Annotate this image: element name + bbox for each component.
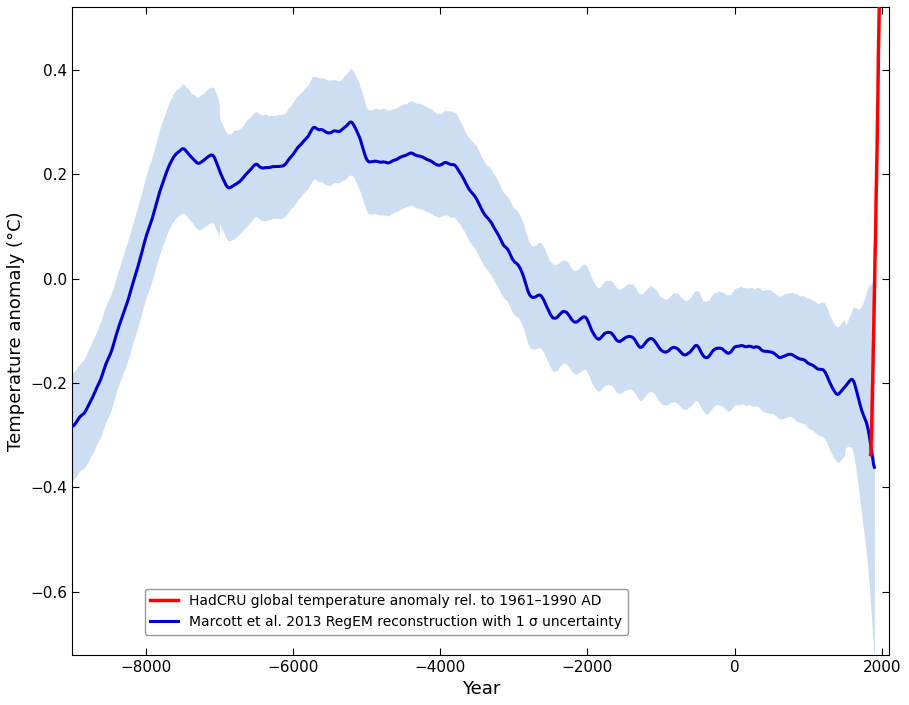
Marcott et al. 2013 RegEM reconstruction with 1 σ uncertainty (387, 157, 398, 165)
Marcott et al. 2013 RegEM reconstruction with 1 σ uncertainty (869, 463, 880, 472)
Marcott et al. 2013 RegEM reconstruction with 1 σ uncertainty (108, 341, 119, 350)
Marcott et al. 2013 RegEM reconstruction with 1 σ uncertainty (254, 161, 265, 170)
HadCRU global temperature anomaly rel. to 1961–1990 AD (867, 357, 878, 366)
Marcott et al. 2013 RegEM reconstruction with 1 σ uncertainty (85, 398, 95, 406)
Marcott et al. 2013 RegEM reconstruction with 1 σ uncertainty (345, 118, 356, 126)
Line: Marcott et al. 2013 RegEM reconstruction with 1 σ uncertainty: Marcott et al. 2013 RegEM reconstruction… (50, 122, 874, 467)
Marcott et al. 2013 RegEM reconstruction with 1 σ uncertainty (679, 350, 690, 359)
Marcott et al. 2013 RegEM reconstruction with 1 σ uncertainty (837, 385, 848, 393)
Y-axis label: Temperature anomaly (°C): Temperature anomaly (°C) (7, 211, 25, 450)
HadCRU global temperature anomaly rel. to 1961–1990 AD (873, 54, 884, 62)
HadCRU global temperature anomaly rel. to 1961–1990 AD (865, 450, 876, 459)
Line: HadCRU global temperature anomaly rel. to 1961–1990 AD: HadCRU global temperature anomaly rel. t… (871, 0, 882, 455)
X-axis label: Year: Year (462, 680, 500, 698)
HadCRU global temperature anomaly rel. to 1961–1990 AD (872, 156, 883, 164)
Legend: HadCRU global temperature anomaly rel. to 1961–1990 AD, Marcott et al. 2013 RegE: HadCRU global temperature anomaly rel. t… (145, 589, 627, 634)
HadCRU global temperature anomaly rel. to 1961–1990 AD (868, 326, 879, 335)
Marcott et al. 2013 RegEM reconstruction with 1 σ uncertainty (45, 429, 55, 438)
